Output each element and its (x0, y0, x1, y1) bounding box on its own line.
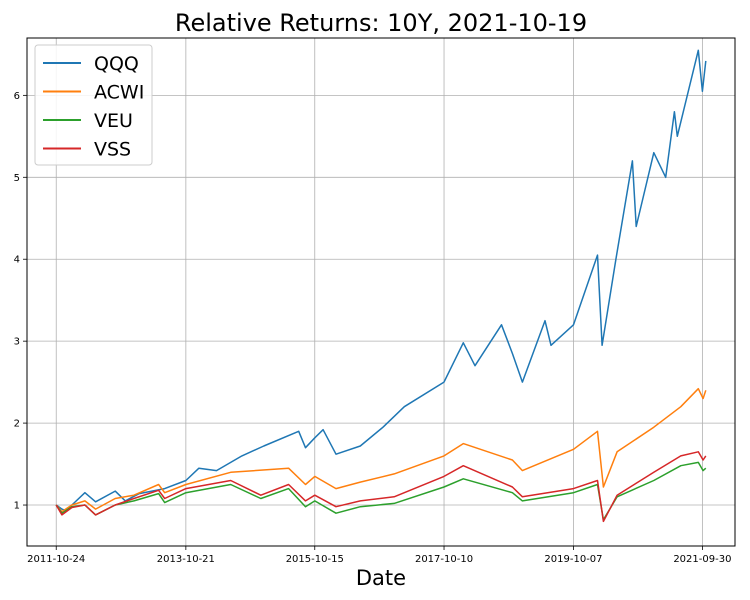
x-tick-label: 2017-10-10 (415, 554, 473, 565)
x-tick-label: 2021-09-30 (673, 554, 731, 565)
series-lines (55, 49, 707, 523)
x-axis-label: Date (356, 566, 406, 590)
plot-frame (26, 37, 736, 547)
axis-ticks: 2011-10-24 2013-10-21 2015-10-15 2017-10-10… (14, 91, 732, 565)
legend-label-qqq: QQQ (94, 53, 139, 75)
y-tick-label: 2 (14, 419, 20, 430)
series-line-acwi (55, 387, 707, 513)
legend: QQQ ACWI VEU VSS (34, 44, 153, 166)
legend-label-veu: VEU (94, 110, 133, 132)
legend-label-vss: VSS (94, 139, 131, 161)
x-tick-label: 2011-10-24 (27, 554, 85, 565)
grid-lines (27, 38, 735, 546)
series-line-vss (55, 451, 707, 523)
x-tick-label: 2015-10-15 (286, 554, 344, 565)
y-tick-label: 4 (14, 255, 20, 266)
legend-box (34, 44, 153, 166)
chart-title: Relative Returns: 10Y, 2021-10-19 (175, 9, 587, 37)
legend-label-acwi: ACWI (94, 82, 144, 104)
y-tick-label: 5 (14, 173, 20, 184)
y-tick-label: 1 (14, 501, 20, 512)
series-line-qqq (55, 49, 707, 512)
y-tick-label: 3 (14, 337, 20, 348)
x-tick-label: 2019-10-07 (544, 554, 602, 565)
y-tick-label: 6 (14, 91, 20, 102)
x-tick-label: 2013-10-21 (157, 554, 215, 565)
